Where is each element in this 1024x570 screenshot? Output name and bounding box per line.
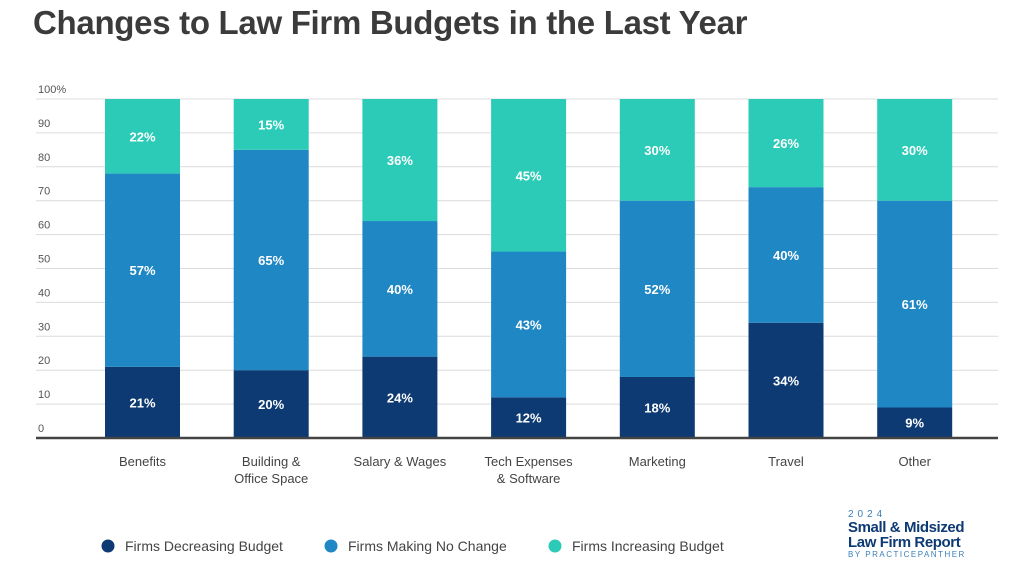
- bar-segment: [877, 200, 953, 408]
- x-tick-label: & Software: [497, 471, 561, 486]
- logo-line1: Small & Midsized: [848, 519, 965, 536]
- x-tick-label: Marketing: [629, 454, 686, 469]
- x-tick-label: Building &: [242, 454, 301, 469]
- legend-label: Firms Making No Change: [348, 538, 507, 554]
- data-label: 24%: [387, 390, 413, 405]
- data-label: 65%: [258, 253, 284, 268]
- logo-line2: Law Firm Report: [848, 534, 961, 551]
- bar-segment: [748, 322, 824, 438]
- data-label: 22%: [129, 129, 155, 144]
- y-tick-label: 0: [38, 423, 44, 435]
- y-tick-label: 90: [38, 118, 50, 130]
- bar-segment: [362, 99, 438, 222]
- x-tick-label: Office Space: [234, 471, 308, 486]
- bar-segment: [748, 187, 824, 323]
- data-label: 12%: [516, 411, 542, 426]
- y-tick-label: 40: [38, 287, 50, 299]
- data-label: 20%: [258, 397, 284, 412]
- data-label: 40%: [773, 248, 799, 263]
- bar-segment: [877, 407, 953, 438]
- y-tick-label: 50: [38, 254, 50, 266]
- x-tick-label: Travel: [768, 454, 804, 469]
- bar-segment: [233, 370, 309, 438]
- bar-segment: [619, 99, 695, 201]
- bar-segment: [105, 366, 180, 438]
- x-tick-label: Tech Expenses: [485, 454, 574, 469]
- logo-by: BY PRACTICEPANTHER: [848, 550, 966, 559]
- bar-segment: [877, 99, 953, 201]
- data-label: 26%: [773, 136, 799, 151]
- bar-segment: [619, 200, 695, 377]
- data-label: 43%: [516, 317, 542, 332]
- report-logo: 2024 Small & Midsized Law Firm Report BY…: [848, 509, 966, 559]
- legend-marker: [101, 539, 115, 553]
- x-tick-label: Other: [898, 454, 931, 469]
- bar-segment: [233, 149, 309, 371]
- y-tick-label: 80: [38, 152, 50, 164]
- data-label: 34%: [773, 373, 799, 388]
- data-label: 45%: [516, 168, 542, 183]
- data-label: 36%: [387, 153, 413, 168]
- data-label: 9%: [905, 416, 924, 431]
- data-label: 21%: [129, 395, 155, 410]
- x-tick-label: Salary & Wages: [354, 454, 447, 469]
- data-label: 30%: [902, 143, 928, 158]
- x-tick-label: Benefits: [119, 454, 166, 469]
- legend-label: Firms Decreasing Budget: [125, 538, 283, 554]
- bar-segment: [105, 173, 180, 367]
- bar-segment: [491, 251, 567, 398]
- logo-year: 2024: [848, 509, 887, 520]
- y-tick-label: 10: [38, 389, 50, 401]
- data-label: 61%: [902, 297, 928, 312]
- legend-marker: [548, 539, 562, 553]
- y-tick-label: 20: [38, 355, 50, 367]
- y-tick-label: 30: [38, 321, 50, 333]
- legend-marker: [324, 539, 338, 553]
- data-label: 57%: [129, 263, 155, 278]
- bar-segment: [233, 99, 309, 150]
- data-label: 40%: [387, 282, 413, 297]
- bar-segment: [362, 221, 438, 357]
- bar-segment: [491, 99, 567, 252]
- chart-title: Changes to Law Firm Budgets in the Last …: [33, 4, 748, 41]
- y-tick-label: 70: [38, 186, 50, 198]
- bar-segment: [619, 376, 695, 438]
- bar-segment: [491, 397, 567, 438]
- y-tick-label: 60: [38, 220, 50, 232]
- data-label: 52%: [644, 282, 670, 297]
- data-label: 18%: [644, 400, 670, 415]
- bar-segment: [362, 356, 438, 438]
- y-tick-label: 100%: [38, 84, 66, 96]
- data-label: 15%: [258, 117, 284, 132]
- data-label: 30%: [644, 143, 670, 158]
- bar-segment: [748, 99, 824, 188]
- legend-label: Firms Increasing Budget: [572, 538, 724, 554]
- bar-segment: [105, 99, 180, 174]
